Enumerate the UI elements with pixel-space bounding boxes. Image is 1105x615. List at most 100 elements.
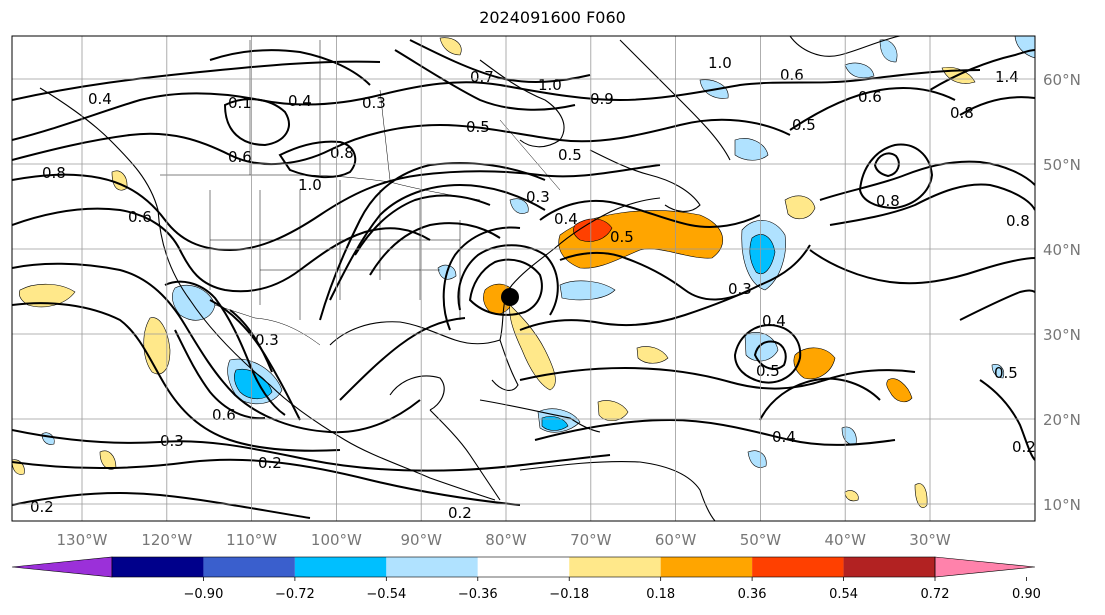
weak-positive-anomaly bbox=[784, 195, 816, 220]
south-america-coast bbox=[519, 461, 716, 521]
colorbar-segment bbox=[294, 557, 387, 577]
colorbar-tick-labels: −0.90 −0.72 −0.54 −0.36 −0.18 0.18 0.36 0.54 0.7… bbox=[184, 577, 1041, 602]
contour-line bbox=[442, 226, 521, 331]
contour-line bbox=[12, 207, 431, 293]
contour-label: 0.9 bbox=[590, 90, 614, 108]
contour-line bbox=[12, 492, 311, 519]
contour-label: 0.1 bbox=[228, 94, 252, 112]
contour-label: 0.8 bbox=[42, 164, 66, 182]
contour-label: 0.4 bbox=[772, 428, 796, 446]
contour-line bbox=[12, 60, 381, 101]
contour-line bbox=[12, 69, 981, 141]
contour-line bbox=[229, 309, 273, 373]
negative-anomaly-blob bbox=[559, 280, 616, 301]
negative-anomaly-blob bbox=[734, 138, 769, 161]
contour-label: 0.6 bbox=[228, 148, 252, 166]
contour-line bbox=[209, 49, 371, 86]
contour-label: 0.5 bbox=[466, 118, 490, 136]
contour-line bbox=[12, 458, 521, 506]
contour-label: 0.6 bbox=[128, 208, 152, 226]
contour-label: 0.2 bbox=[1012, 438, 1036, 456]
latitude-tick-label: 20°N bbox=[1043, 411, 1081, 429]
longitude-tick-label: 120°W bbox=[141, 531, 192, 549]
contour-line bbox=[339, 317, 466, 401]
contour-line bbox=[164, 280, 286, 416]
contour-label: 0.4 bbox=[554, 210, 578, 228]
colorbar-tick-label: 0.72 bbox=[921, 587, 950, 602]
map-title: 2024091600 F060 bbox=[479, 8, 626, 27]
contour-label: 1.4 bbox=[995, 68, 1019, 86]
latitude-tick-label: 60°N bbox=[1043, 71, 1081, 89]
contour-label: 0.3 bbox=[160, 432, 184, 450]
contour-line bbox=[319, 162, 546, 321]
contour-label: 0.2 bbox=[30, 498, 54, 516]
map-frame bbox=[11, 35, 1036, 522]
contour-line bbox=[789, 87, 956, 131]
contour-line bbox=[223, 98, 290, 147]
negative-anomaly-blob bbox=[991, 364, 1005, 379]
weak-positive-anomaly bbox=[914, 483, 928, 508]
contour-line bbox=[559, 251, 751, 301]
strong-negative-anomaly bbox=[749, 234, 776, 274]
contour-label: 0.6 bbox=[780, 66, 804, 84]
longitude-tick-label: 80°W bbox=[485, 531, 527, 549]
longitude-tick-label: 110°W bbox=[226, 531, 277, 549]
contour-label: 0.2 bbox=[448, 504, 472, 522]
longitude-tick-label: 60°W bbox=[655, 531, 697, 549]
negative-anomaly-blob bbox=[747, 450, 767, 468]
contour-line bbox=[354, 194, 491, 256]
contour-label: 0.5 bbox=[558, 146, 582, 164]
weak-positive-anomaly bbox=[18, 283, 76, 308]
contour-label: 0.8 bbox=[950, 104, 974, 122]
contour-lines bbox=[12, 39, 1035, 519]
contour-line bbox=[174, 329, 266, 420]
contour-line bbox=[929, 49, 1035, 91]
contour-label: 0.8 bbox=[1006, 212, 1030, 230]
contour-line bbox=[753, 340, 787, 370]
contour-label: 0.7 bbox=[470, 68, 494, 86]
contour-label: 0.3 bbox=[362, 94, 386, 112]
contour-line bbox=[733, 323, 802, 384]
latitude-tick-label: 30°N bbox=[1043, 326, 1081, 344]
contour-label: 0.3 bbox=[728, 280, 752, 298]
longitude-tick-label: 100°W bbox=[311, 531, 362, 549]
labrador-coast bbox=[619, 39, 731, 161]
contour-label: 0.4 bbox=[288, 92, 312, 110]
cuba-coast bbox=[479, 399, 601, 433]
colorbar-segment bbox=[477, 557, 570, 577]
map-gridlines bbox=[12, 36, 1035, 521]
colorbar-tick-label: −0.54 bbox=[366, 587, 406, 602]
contour-label: 0.4 bbox=[88, 90, 112, 108]
contour-label: 0.8 bbox=[876, 192, 900, 210]
contour-label: 1.0 bbox=[298, 176, 322, 194]
weak-positive-anomaly bbox=[439, 37, 462, 56]
contour-line bbox=[12, 118, 791, 165]
contour-line bbox=[12, 302, 341, 452]
contour-line bbox=[409, 39, 591, 83]
contour-line bbox=[12, 262, 421, 434]
contour-label: 0.6 bbox=[858, 88, 882, 106]
colorbar-segment bbox=[569, 557, 661, 577]
colorbar-segment bbox=[203, 557, 295, 577]
colorbar-extend-high bbox=[934, 556, 1036, 578]
colorbar-segment bbox=[386, 557, 478, 577]
colorbar-extend-low bbox=[11, 556, 113, 578]
contour-label: 0.4 bbox=[762, 312, 786, 330]
contour-line bbox=[759, 377, 881, 421]
contour-label: 1.0 bbox=[538, 76, 562, 94]
longitude-labels: 130°W 120°W 110°W 100°W 90°W 80°W 70°W 60°W 50°W… bbox=[57, 531, 951, 549]
colorbar-frame bbox=[111, 556, 936, 578]
contour-line bbox=[534, 418, 896, 446]
colorbar-tick-label: 0.90 bbox=[1012, 587, 1041, 602]
colorbar-segment bbox=[843, 557, 935, 577]
contour-line bbox=[394, 49, 576, 111]
contour-line bbox=[959, 289, 1035, 321]
map-background bbox=[12, 36, 1035, 521]
shaded-anomaly-fields bbox=[12, 36, 1035, 508]
positive-anomaly-blob bbox=[886, 378, 913, 403]
contour-label: 0.3 bbox=[526, 188, 550, 206]
contour-line bbox=[519, 244, 811, 331]
colorbar bbox=[11, 556, 1036, 578]
colorbar-segment bbox=[112, 557, 204, 577]
